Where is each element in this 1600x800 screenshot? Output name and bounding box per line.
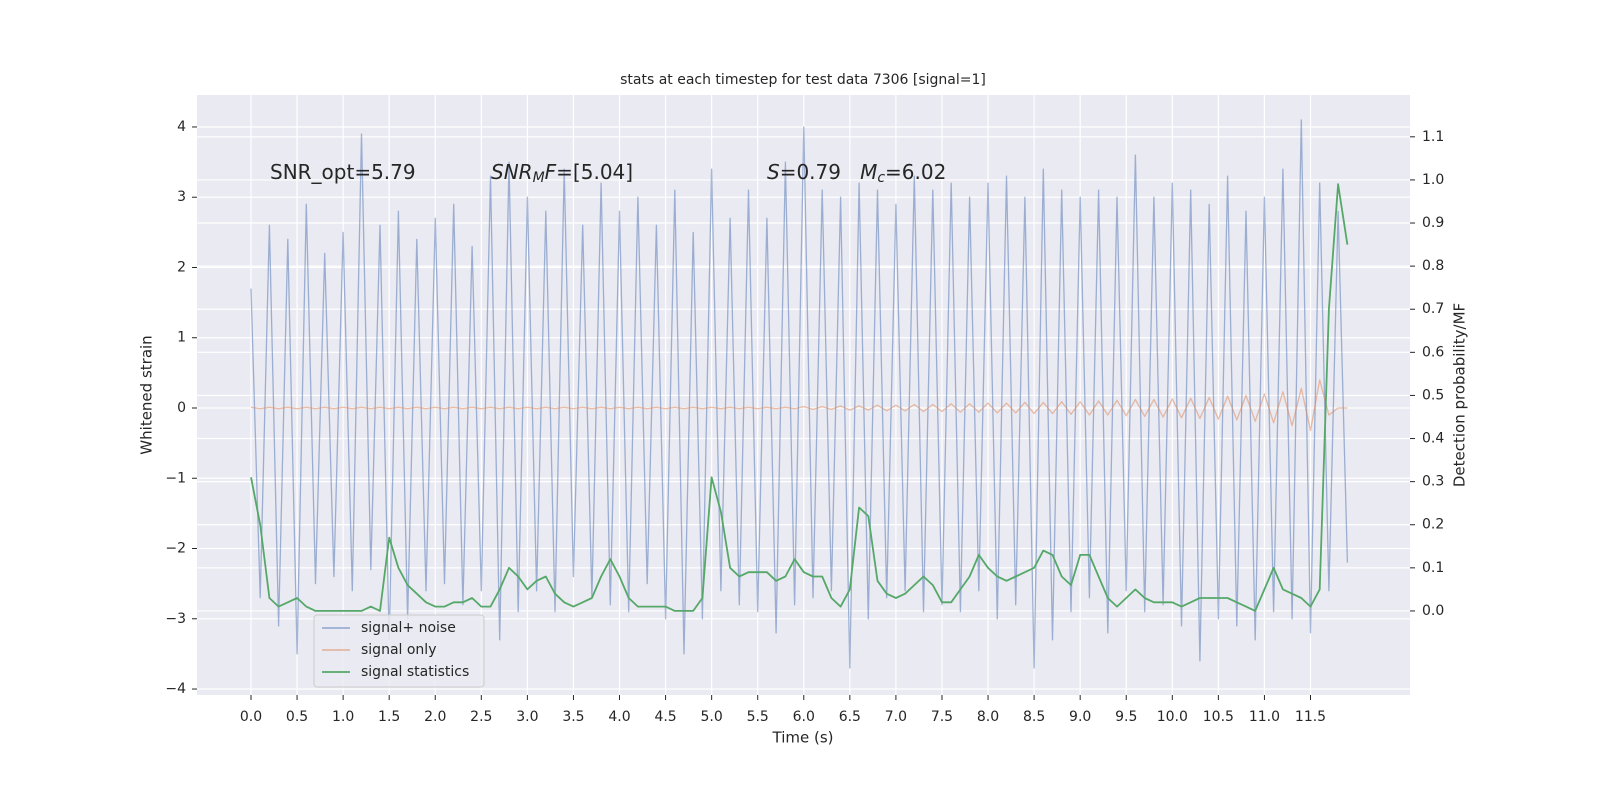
x-tick-label: 11.0 [1249,709,1280,725]
y2-tick-label: 0.8 [1422,258,1444,274]
x-tick-label: 7.0 [885,709,907,725]
x-tick-label: 0.0 [240,709,262,725]
y2-tick-label: 0.7 [1422,301,1444,317]
legend-label: signal only [361,642,436,658]
x-tick-label: 5.0 [701,709,723,725]
annotation: SNR_opt=5.79 [270,160,416,184]
y-tick-label: 2 [177,259,186,275]
annotation-part: =0.79 [780,160,860,184]
x-tick-label: 11.5 [1295,709,1326,725]
annotation-part: S [767,160,780,184]
annotation-part: SNR_opt=5.79 [270,160,416,184]
x-tick-label: 4.5 [654,709,676,725]
y-tick-label: 0 [177,400,186,416]
annotation-part: =6.02 [885,160,946,184]
x-tick-label: 6.0 [793,709,815,725]
annotation-part: M [860,160,877,184]
x-tick-label: 3.0 [516,709,538,725]
annotation-part: c [877,170,885,186]
x-tick-label: 10.5 [1203,709,1234,725]
x-tick-label: 1.5 [378,709,400,725]
legend-box [313,614,485,688]
series-line [250,119,1349,669]
y2-tick-label: 1.0 [1422,172,1444,188]
x-tick-label: 2.0 [424,709,446,725]
series-line [250,183,1349,612]
y-tick-label: −3 [165,611,186,627]
x-tick-label: 7.5 [931,709,953,725]
annotation: S=0.79 Mc=6.02 [767,160,946,187]
annotation-part: M [533,170,545,186]
annotation-part: SNR [491,160,533,184]
x-tick-label: 8.0 [977,709,999,725]
overlay: 0.0 0.5 1.0 1.5 2.0 2.5 3.0 3.5 4.0 4.5 5.0 5.5 6.0 6… [165,119,1444,725]
y-tick-label: −1 [165,470,186,486]
y-axis-label: Whitened strain [138,335,156,454]
y2-tick-label: 0.5 [1422,387,1444,403]
x-tick-label: 6.5 [839,709,861,725]
annotation-part: F [545,160,557,184]
x-tick-label: 4.0 [608,709,630,725]
y2-tick-label: 0.6 [1422,344,1444,360]
marks [250,119,1349,669]
x-tick-label: 3.5 [562,709,584,725]
x-tick-label: 8.5 [1023,709,1045,725]
x-tick-label: 2.5 [470,709,492,725]
y2-tick-label: 0.2 [1422,517,1444,533]
y-tick-label: 4 [177,119,186,135]
x-tick-label: 5.5 [747,709,769,725]
x-axis-label: Time (s) [772,729,834,747]
y2-tick-label: 0.0 [1422,603,1444,619]
annotation: SNRMF=[5.04] [491,160,633,187]
y-tick-label: −2 [165,541,186,557]
x-tick-label: 1.0 [332,709,354,725]
y2-tick-label: 0.3 [1422,474,1444,490]
x-tick-label: 9.0 [1069,709,1091,725]
y-tick-label: 1 [177,330,186,346]
annotation-part: =[5.04] [556,160,633,184]
y-tick-label: 3 [177,189,186,205]
chart-title: stats at each timestep for test data 730… [620,72,986,88]
x-tick-label: 9.5 [1115,709,1137,725]
legend-label: signal+ noise [361,620,456,636]
y2-tick-label: 0.1 [1422,560,1444,576]
y2-tick-label: 0.9 [1422,215,1444,231]
series-line [250,379,1348,432]
x-tick-label: 10.0 [1157,709,1188,725]
legend-label: signal statistics [361,664,469,680]
y2-tick-label: 1.1 [1422,129,1444,145]
y2-axis-label: Detection probability/MF [1451,303,1469,487]
x-tick-label: 0.5 [286,709,308,725]
y2-tick-label: 0.4 [1422,431,1444,447]
y-tick-label: −4 [165,681,186,697]
